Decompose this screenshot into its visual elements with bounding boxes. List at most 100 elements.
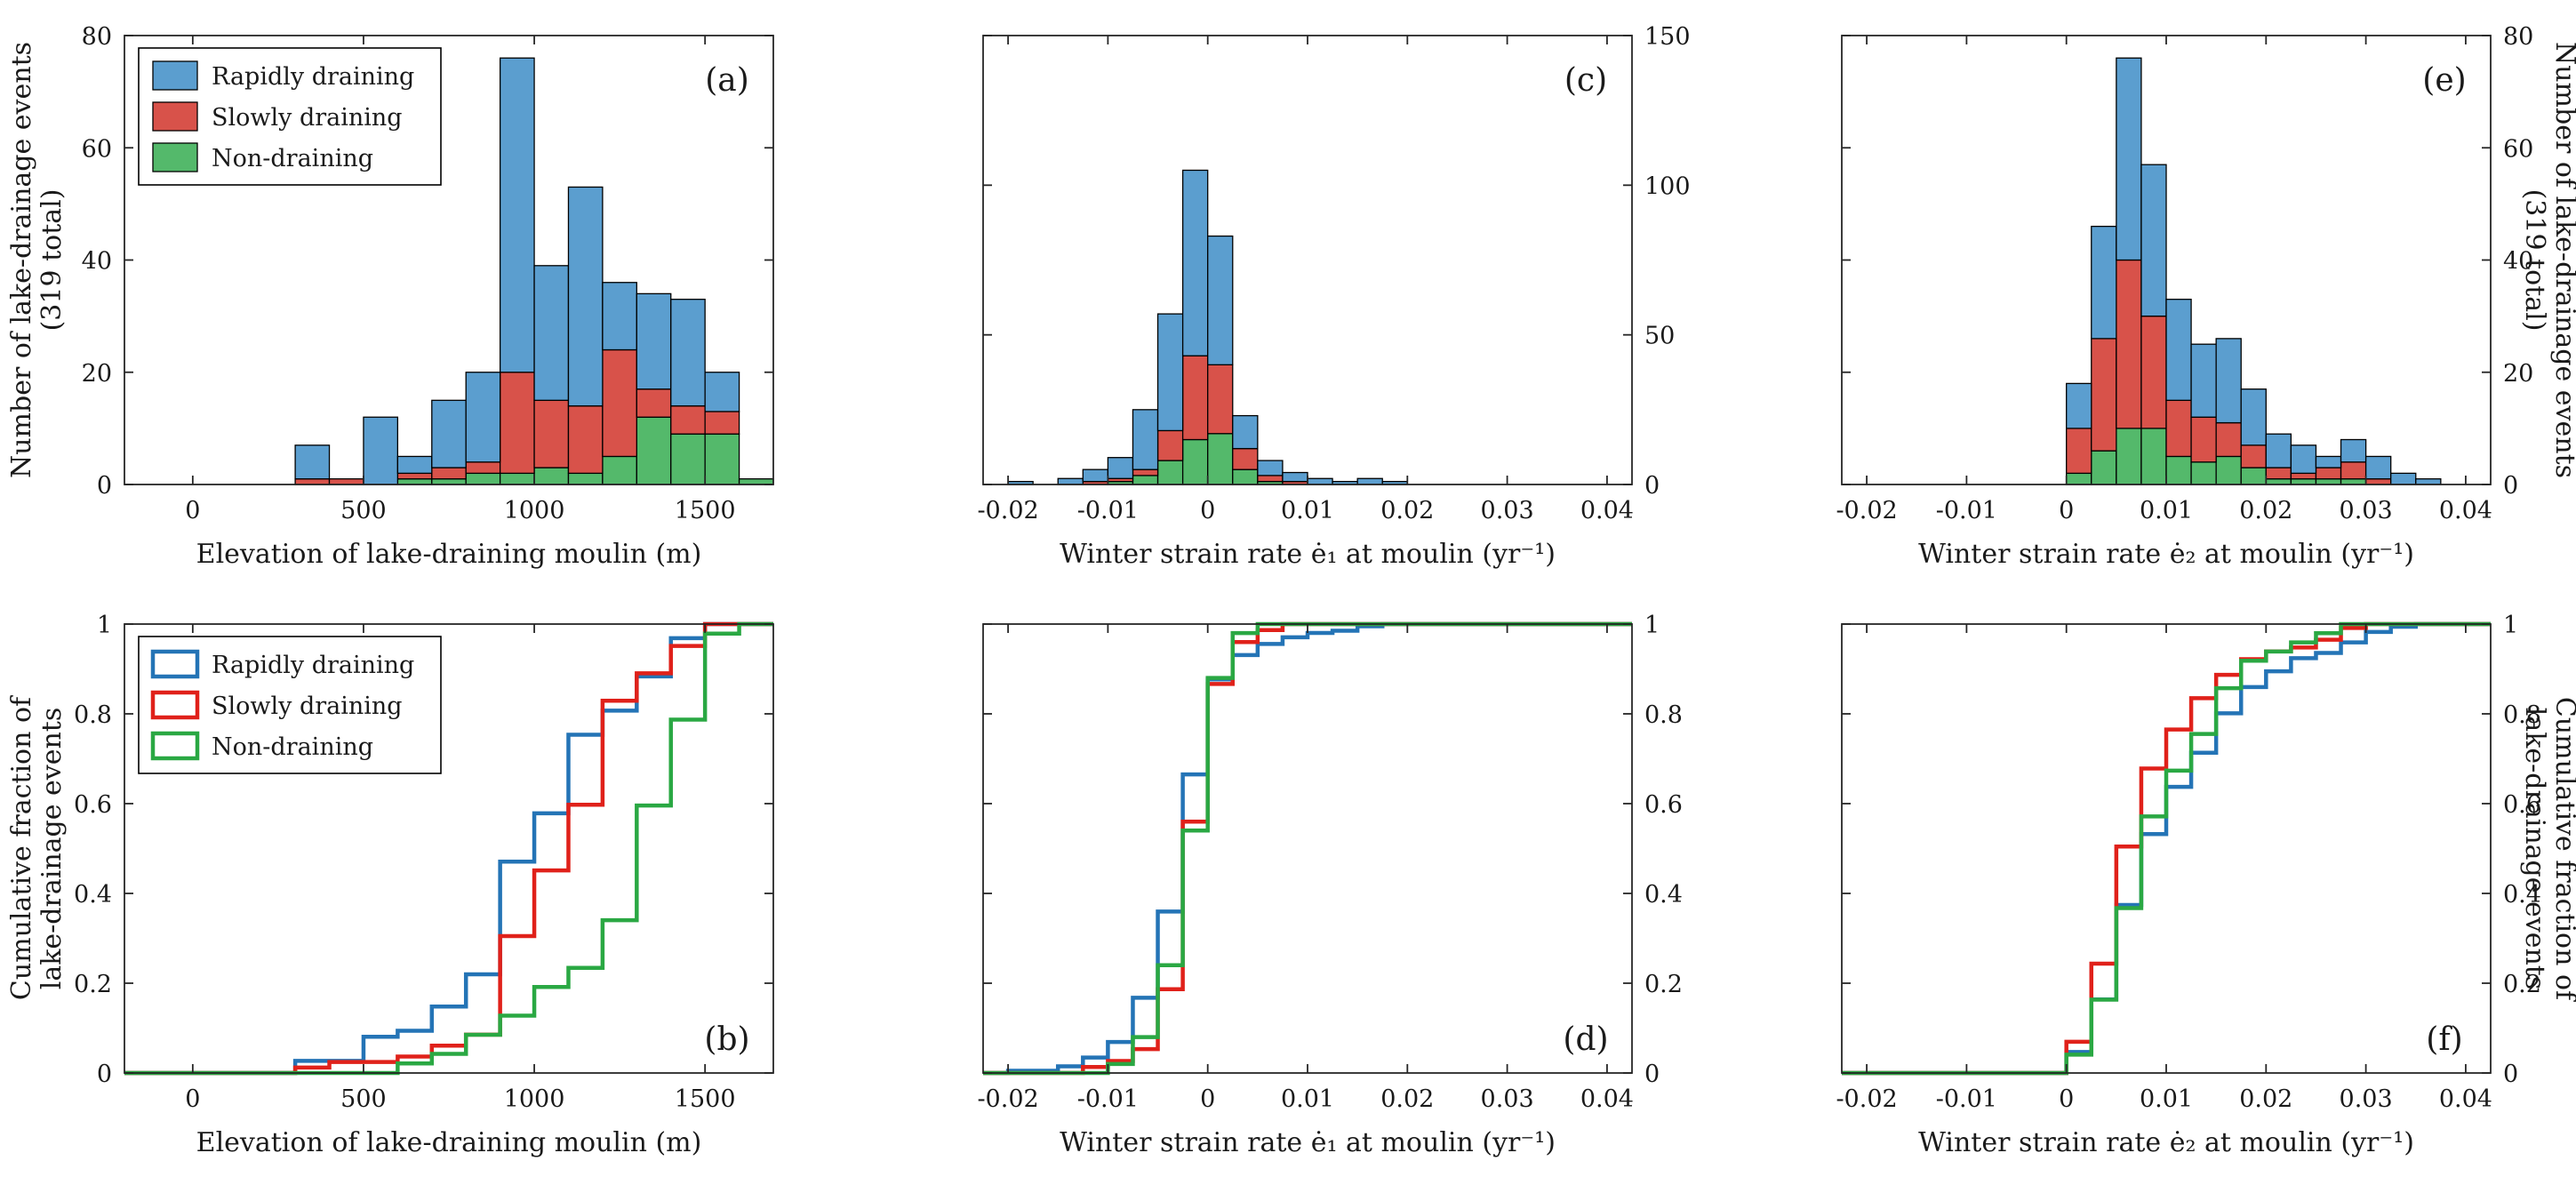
tick-marks — [983, 623, 1632, 1074]
bars-rapidly-draining — [1007, 169, 1408, 485]
tick-marks — [1842, 623, 2491, 1074]
bars-rapidly-draining — [2066, 57, 2442, 485]
svg-text:0: 0 — [1200, 497, 1215, 524]
svg-text:80: 80 — [82, 23, 112, 51]
cdf-line-slowly-draining — [124, 621, 773, 1076]
svg-text:100: 100 — [1644, 172, 1691, 200]
tick-marks — [983, 35, 1632, 485]
svg-text:0.4: 0.4 — [74, 881, 112, 909]
svg-text:0.04: 0.04 — [2439, 497, 2492, 524]
bars-rapidly-draining — [294, 57, 740, 485]
tick-marks — [1842, 35, 2491, 485]
legend: Rapidly draining Slowly draining Non-drain… — [138, 636, 442, 774]
y-axis-label: Number of lake-drainage events — [2549, 42, 2576, 478]
tick-labels: 0 500 1000 1500 0 20 40 60 80 — [82, 23, 736, 524]
svg-text:1000: 1000 — [504, 497, 565, 524]
y-axis-label: lake-drainage events — [36, 708, 68, 990]
svg-text:0: 0 — [185, 497, 200, 524]
svg-text:0.4: 0.4 — [2503, 881, 2541, 909]
x-axis-label: Winter strain rate ė₂ at moulin (yr⁻¹) — [1918, 1127, 2414, 1158]
svg-text:1: 1 — [1644, 612, 1660, 639]
x-axis-label: Elevation of lake-draining moulin (m) — [196, 539, 702, 570]
cdf-line-non-draining — [124, 621, 773, 1076]
panel-letter-label: (e) — [2422, 62, 2466, 99]
legend-label-rapidly-draining: Rapidly draining — [212, 63, 414, 91]
svg-text:0.03: 0.03 — [1481, 497, 1534, 524]
x-axis-label: Elevation of lake-draining moulin (m) — [196, 1127, 702, 1158]
svg-text:0.6: 0.6 — [2503, 791, 2541, 819]
svg-text:0.04: 0.04 — [1580, 1085, 1634, 1113]
svg-text:50: 50 — [1644, 323, 1675, 350]
panel-e-svg: -0.02 -0.01 0 0.01 0.02 0.03 0.04 0 20 40 60 80 Wint… — [1836, 23, 2576, 570]
svg-text:60: 60 — [2503, 135, 2533, 163]
svg-text:0.2: 0.2 — [74, 971, 112, 998]
legend-swatch-rapidly-draining — [152, 60, 198, 91]
svg-text:0.03: 0.03 — [1481, 1085, 1534, 1113]
y-axis-label: Cumulative fraction of — [2549, 697, 2576, 1002]
y-axis-label: (319 total) — [2519, 189, 2550, 332]
panel-b-svg: 0 500 1000 1500 0 0.2 0.4 0.6 0.8 1 Elevation of l… — [6, 612, 774, 1158]
svg-text:0: 0 — [1644, 1061, 1660, 1088]
svg-text:500: 500 — [340, 497, 387, 524]
bars-slowly-draining — [294, 348, 740, 485]
svg-text:0.8: 0.8 — [1644, 701, 1683, 729]
legend-swatch-non-draining — [152, 142, 198, 172]
svg-text:1: 1 — [2503, 612, 2518, 639]
panel-e-strain-e2-histogram: -0.02 -0.01 0 0.01 0.02 0.03 0.04 0 20 40 60 80 Wint… — [1717, 0, 2576, 588]
svg-text:0.6: 0.6 — [1644, 791, 1683, 819]
svg-text:0.2: 0.2 — [1644, 971, 1683, 998]
svg-text:1500: 1500 — [675, 1085, 736, 1113]
tick-labels: -0.02 -0.01 0 0.01 0.02 0.03 0.04 0 0.2 0.4 0.6 0.8… — [1836, 612, 2541, 1113]
y-axis-label: Cumulative fraction of — [6, 695, 37, 1000]
cdf-line-slowly-draining — [1842, 621, 2491, 1076]
tick-labels: 0 500 1000 1500 0 0.2 0.4 0.6 0.8 1 — [74, 612, 735, 1113]
legend-label-rapidly-draining: Rapidly draining — [212, 652, 414, 679]
svg-text:20: 20 — [82, 360, 112, 388]
y-axis-label: Number of lake-drainage events — [6, 42, 37, 478]
svg-text:0: 0 — [1200, 1085, 1215, 1113]
svg-text:-0.02: -0.02 — [1836, 1085, 1897, 1113]
svg-text:150: 150 — [1644, 23, 1691, 51]
svg-text:60: 60 — [82, 135, 112, 163]
panel-b-elevation-cdf: 0 500 1000 1500 0 0.2 0.4 0.6 0.8 1 Elevation of l… — [0, 588, 859, 1177]
svg-text:0: 0 — [2059, 497, 2074, 524]
svg-text:0.8: 0.8 — [2503, 701, 2541, 729]
svg-text:0.02: 0.02 — [2239, 1085, 2292, 1113]
legend-label-non-draining: Non-draining — [212, 733, 373, 761]
svg-text:0.03: 0.03 — [2340, 497, 2393, 524]
svg-text:0.04: 0.04 — [1580, 497, 1634, 524]
svg-text:0.02: 0.02 — [1380, 497, 1434, 524]
tick-marks — [124, 623, 773, 1074]
svg-text:0.03: 0.03 — [2340, 1085, 2393, 1113]
panel-c-strain-e1-histogram: -0.02 -0.01 0 0.01 0.02 0.03 0.04 0 50 100 150 Wint… — [859, 0, 1717, 588]
legend: Rapidly draining Slowly draining Non-drain… — [138, 47, 442, 186]
legend-label-non-draining: Non-draining — [212, 145, 373, 172]
svg-text:0.4: 0.4 — [1644, 881, 1683, 909]
svg-text:0.01: 0.01 — [1281, 497, 1334, 524]
svg-text:0.02: 0.02 — [1380, 1085, 1434, 1113]
cdf-line-non-draining — [1842, 621, 2491, 1076]
panel-letter-label: (a) — [705, 62, 749, 99]
panel-a-elevation-histogram: 0 500 1000 1500 0 20 40 60 80 Elevation of lake-d… — [0, 0, 859, 588]
svg-text:1000: 1000 — [504, 1085, 565, 1113]
cdf-line-non-draining — [983, 621, 1632, 1076]
panel-letter-label: (b) — [704, 1021, 749, 1058]
x-axis-label: Winter strain rate ė₁ at moulin (yr⁻¹) — [1060, 1127, 1556, 1158]
svg-text:0.01: 0.01 — [2140, 1085, 2193, 1113]
tick-marks — [124, 35, 773, 485]
svg-text:0: 0 — [97, 1061, 112, 1088]
svg-text:0.01: 0.01 — [2140, 497, 2193, 524]
svg-text:40: 40 — [82, 248, 112, 276]
bars-non-draining — [2066, 428, 2367, 485]
legend-swatch-slowly-draining — [150, 690, 200, 720]
svg-text:-0.01: -0.01 — [1936, 497, 1997, 524]
panel-f-svg: -0.02 -0.01 0 0.01 0.02 0.03 0.04 0 0.2 0.4 0.6 0.8… — [1836, 612, 2576, 1158]
panel-f-strain-e2-cdf: -0.02 -0.01 0 0.01 0.02 0.03 0.04 0 0.2 0.4 0.6 0.8… — [1717, 588, 2576, 1177]
cdf-line-slowly-draining — [983, 621, 1632, 1076]
svg-text:0: 0 — [2059, 1085, 2074, 1113]
cdf-line-rapidly-draining — [1842, 621, 2491, 1076]
cdf-line-rapidly-draining — [983, 621, 1632, 1076]
svg-text:0.8: 0.8 — [74, 701, 112, 729]
svg-text:0: 0 — [1644, 472, 1660, 500]
